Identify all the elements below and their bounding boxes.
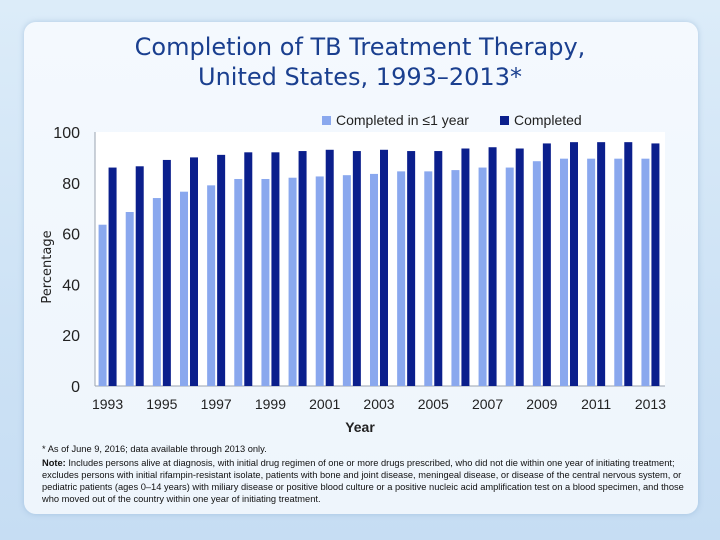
y-tick-label: 80 [62, 176, 80, 193]
x-tick-label: 2007 [472, 396, 503, 412]
bar-completed-1yr-2010 [560, 158, 568, 386]
bar-completed-1993 [108, 167, 117, 386]
bar-completed-1998 [244, 152, 253, 386]
x-tick-label: 2003 [363, 396, 394, 412]
bar-completed-1yr-2009 [532, 161, 541, 386]
bar-completed-1yr-1998 [234, 178, 243, 386]
bar-completed-1yr-2013 [641, 158, 650, 386]
bar-completed-2003 [380, 149, 388, 386]
bar-completed-2002 [352, 151, 361, 386]
y-tick-label: 20 [62, 328, 80, 345]
bar-completed-1997 [217, 154, 226, 386]
bar-completed-1999 [271, 152, 280, 386]
bar-completed-1yr-2003 [370, 173, 378, 386]
x-axis-label: Year [345, 419, 375, 435]
bar-completed-1yr-1994 [125, 212, 134, 386]
bar-completed-2012 [624, 142, 633, 386]
footnote-star: * As of June 9, 2016; data available thr… [42, 444, 267, 454]
bar-completed-1yr-2007 [478, 167, 487, 386]
bar-completed-1996 [190, 157, 198, 386]
bar-completed-2010 [570, 142, 578, 386]
chart-title: Completion of TB Treatment Therapy, Unit… [60, 32, 660, 92]
chart-title-line-2: United States, 1993–2013* [198, 63, 522, 91]
bar-completed-1995 [162, 159, 171, 386]
bar-completed-1yr-1993 [98, 224, 107, 386]
bar-completed-2013 [651, 143, 660, 386]
y-tick-label: 0 [71, 379, 80, 396]
bar-completed-2005 [434, 151, 443, 386]
y-axis-label: Percentage [40, 230, 55, 303]
x-tick-label: 2011 [581, 396, 611, 412]
footnote-note: Note: Includes persons alive at diagnosi… [42, 457, 687, 505]
x-tick-label: 2005 [418, 396, 449, 412]
note-label: Note: [42, 458, 66, 468]
bar-completed-1yr-2011 [587, 158, 596, 386]
x-tick-label: 1993 [92, 396, 123, 412]
bar-completed-2011 [597, 142, 606, 386]
legend-label-completed: Completed [514, 112, 582, 128]
y-tick-label: 100 [53, 125, 80, 142]
bar-completed-2008 [515, 148, 524, 386]
bar-completed-1yr-2001 [315, 176, 324, 386]
bar-completed-1yr-2012 [614, 158, 623, 386]
bar-completed-1yr-2008 [505, 167, 514, 386]
bar-completed-2009 [542, 143, 551, 386]
x-tick-label: 1995 [146, 396, 177, 412]
bar-completed-2006 [461, 148, 470, 386]
bar-completed-1yr-2005 [424, 171, 433, 386]
bar-completed-1994 [135, 166, 144, 386]
bar-completed-1yr-2004 [397, 171, 406, 386]
chart-title-line-1: Completion of TB Treatment Therapy, [134, 33, 586, 61]
legend-label-completed-1yr: Completed in ≤1 year [336, 112, 469, 128]
legend-swatch-completed [500, 116, 509, 125]
bar-completed-1yr-2000 [288, 177, 297, 386]
y-tick-label: 60 [62, 227, 80, 244]
bar-completed-1yr-1997 [207, 185, 216, 386]
footnotes: * As of June 9, 2016; data available thr… [42, 443, 687, 507]
bar-completed-1yr-2006 [451, 170, 460, 386]
x-tick-label: 2009 [526, 396, 557, 412]
x-tick-label: 1999 [255, 396, 286, 412]
x-tick-label: 2013 [635, 396, 666, 412]
x-tick-label: 1997 [201, 396, 232, 412]
bar-completed-2000 [298, 151, 307, 386]
note-text: Includes persons alive at diagnosis, wit… [42, 458, 684, 504]
bar-completed-2001 [325, 149, 334, 386]
bar-completed-1yr-1995 [152, 198, 161, 386]
bar-completed-1yr-1999 [261, 178, 270, 386]
bar-completed-2007 [488, 147, 497, 386]
bar-completed-1yr-1996 [180, 191, 188, 386]
x-tick-label: 2001 [309, 396, 340, 412]
bar-completed-1yr-2002 [342, 175, 351, 386]
y-tick-label: 40 [62, 277, 80, 294]
bar-completed-2004 [407, 151, 416, 386]
legend-swatch-completed-1yr [322, 116, 331, 125]
